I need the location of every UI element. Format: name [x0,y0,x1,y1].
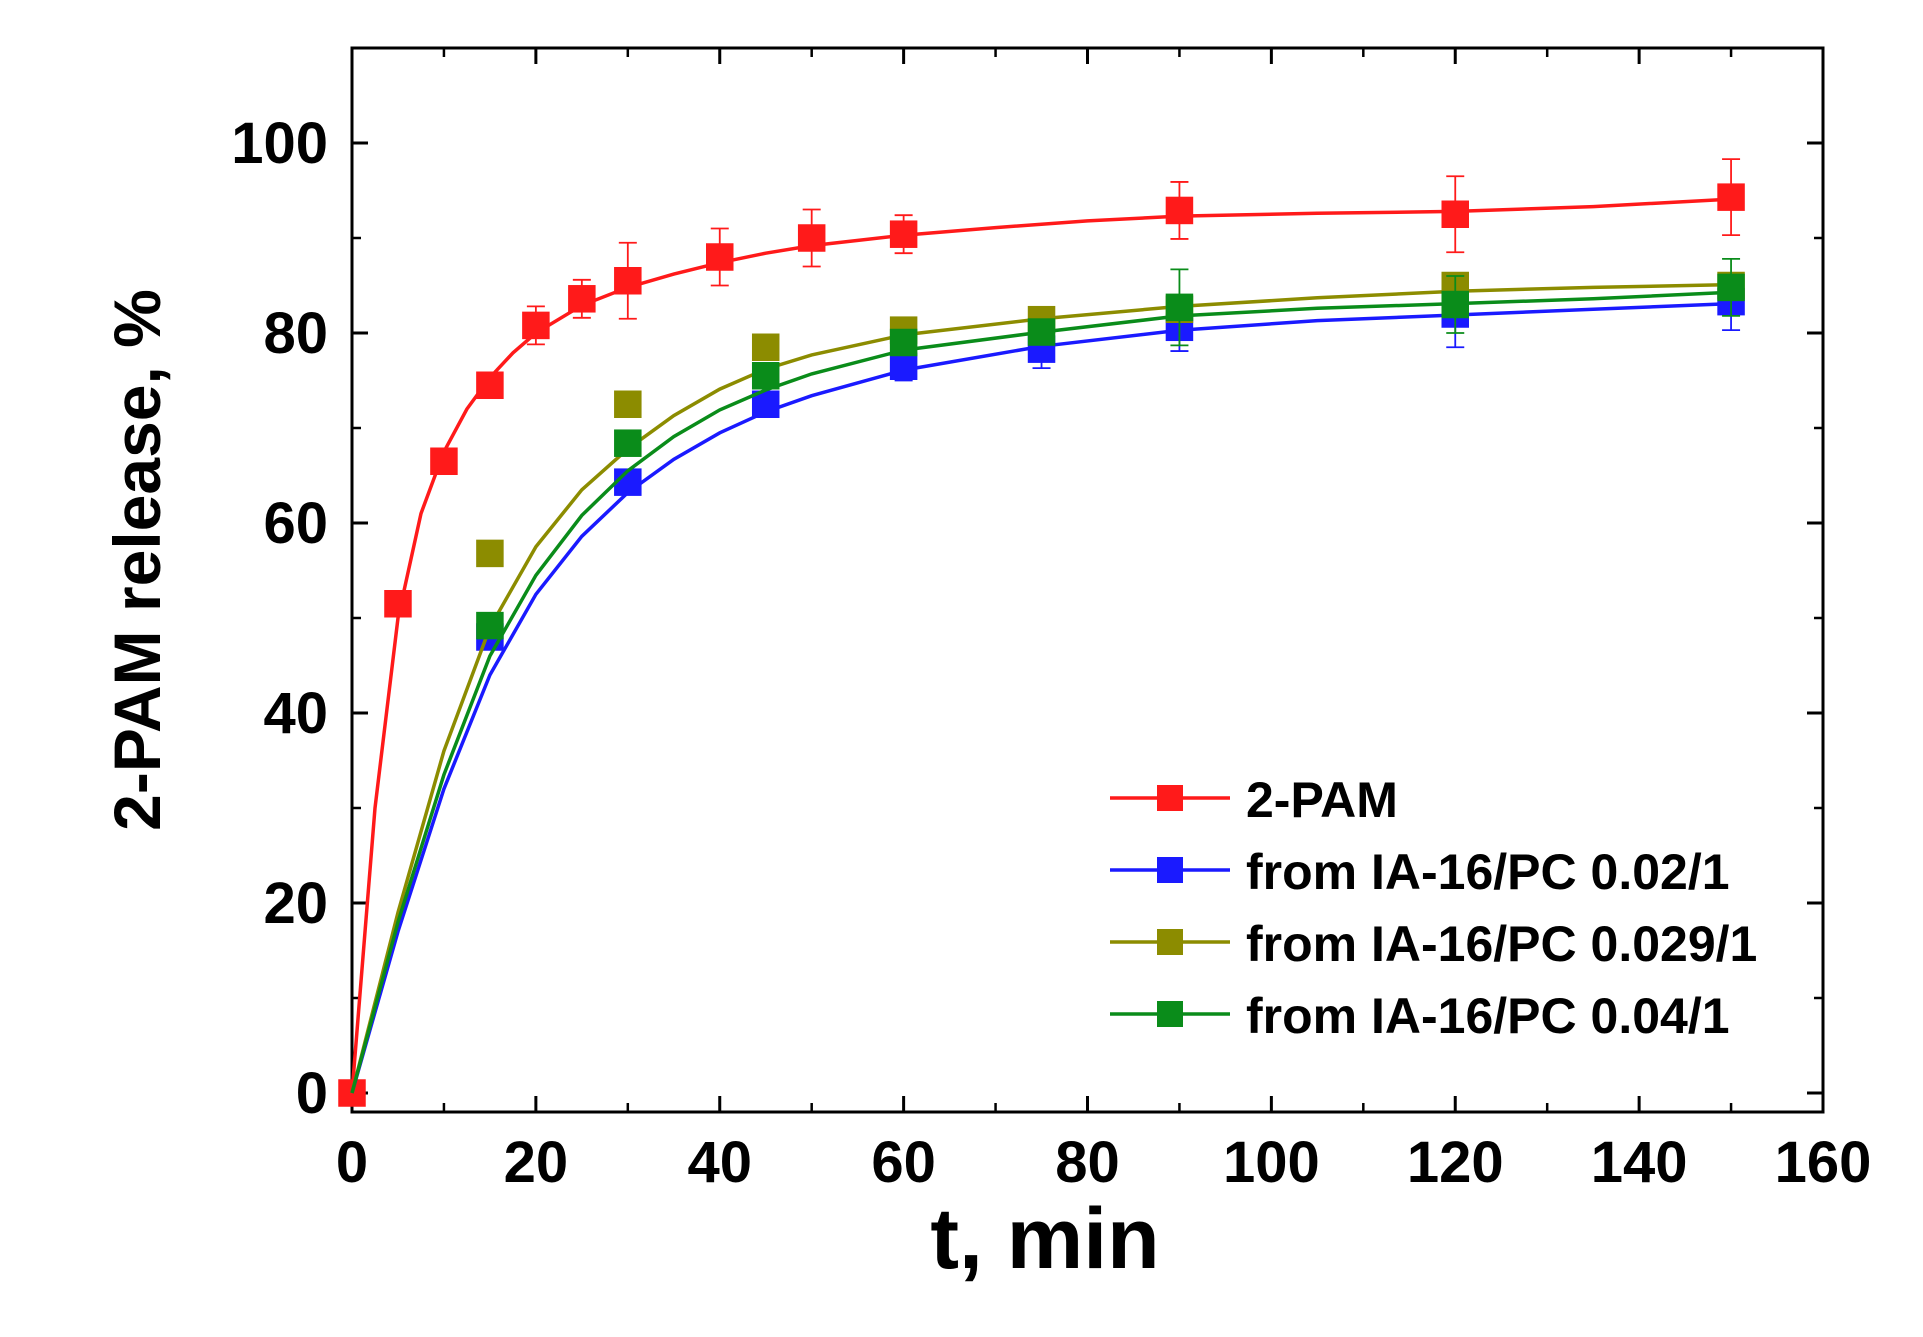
data-point [1441,200,1469,228]
data-point [751,333,780,361]
data-point [614,390,642,418]
fit-line [350,290,1732,1094]
y-tick-label: 20 [263,871,328,936]
y-tick-label: 0 [296,1061,328,1126]
legend-marker [1157,1001,1183,1027]
y-tick-label: 100 [231,111,328,176]
data-point [430,447,458,475]
x-tick-label: 80 [1055,1130,1120,1195]
data-point [614,267,642,295]
legend-marker [1157,857,1183,883]
x-tick-label: 40 [687,1130,752,1195]
legend-marker [1157,785,1183,811]
x-tick-label: 100 [1223,1130,1320,1195]
series-layer [338,158,1745,1107]
data-point [384,590,412,618]
fit-line [350,301,1732,1094]
data-point [1441,290,1469,319]
data-point [1165,293,1194,322]
legend-marker [1157,929,1183,955]
x-tick-label: 160 [1775,1130,1872,1195]
data-point [1717,273,1745,302]
data-point [476,539,504,568]
data-point [568,285,596,313]
x-tick-label: 0 [336,1130,368,1195]
data-point [476,371,504,399]
data-point [476,611,504,640]
axes-layer: 0 20 40 60 80 100 120 140 160 0 20 40 60 80 100 [231,46,1872,1195]
data-point [706,243,734,271]
x-tick-label: 140 [1591,1130,1688,1195]
data-point [889,220,918,248]
x-tick-label: 60 [871,1130,936,1195]
legend-label: from IA-16/PC 0.04/1 [1246,988,1730,1044]
data-point [1027,318,1056,346]
y-tick-label: 60 [263,491,328,556]
x-tick-label: 20 [504,1130,569,1195]
data-point [889,352,918,380]
x-axis-label: t, min [930,1191,1159,1287]
data-point [614,429,642,457]
data-point [751,362,780,390]
data-point [889,328,918,357]
fit-line [350,282,1732,1094]
series-4 [350,257,1745,1094]
legend-label: from IA-16/PC 0.029/1 [1246,916,1757,972]
x-tick-label: 120 [1407,1130,1504,1195]
legend-label: 2-PAM [1246,772,1398,828]
legend-label: from IA-16/PC 0.02/1 [1246,844,1730,900]
legend: 2-PAM from IA-16/PC 0.02/1 from IA-16/PC 0… [1110,772,1757,1044]
data-point [614,468,642,496]
y-tick-label: 40 [263,681,328,746]
y-axis-label: 2-PAM release, % [100,289,174,831]
data-point [1165,196,1194,225]
series-1 [338,158,1745,1107]
y-tick-label: 80 [263,301,328,366]
data-point [522,311,550,340]
data-point [797,224,826,252]
data-point [1717,183,1745,211]
